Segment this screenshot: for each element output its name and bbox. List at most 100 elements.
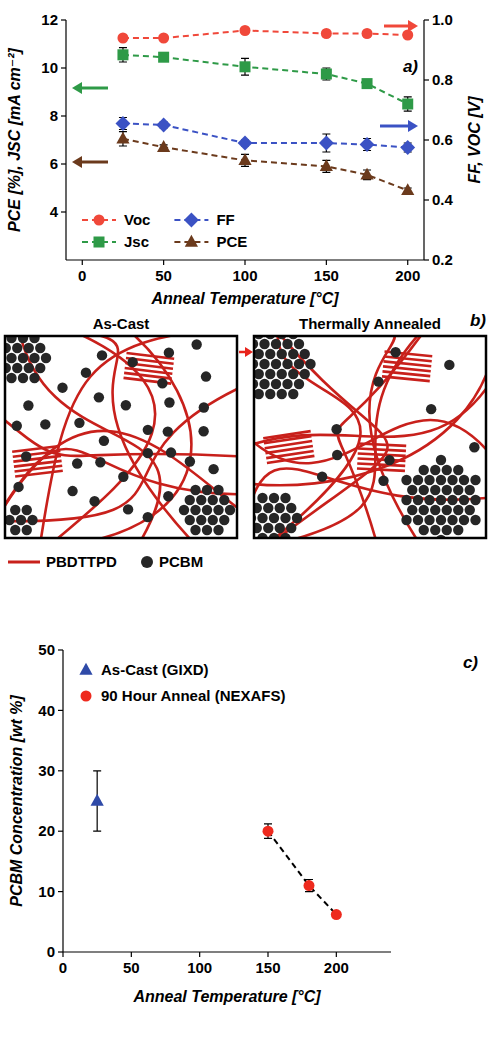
panel-frame [5, 336, 237, 538]
series-line [268, 831, 336, 914]
pcbm-dot [22, 505, 32, 515]
marker [184, 213, 199, 228]
pcbm-dot [208, 495, 218, 505]
arrow [239, 351, 246, 354]
polymer-stack [383, 366, 431, 371]
axis-arrow [380, 125, 410, 128]
polymer-chain [254, 374, 486, 447]
pcbm-dot [67, 486, 77, 496]
polymer-chain [265, 336, 388, 538]
y2-tick [424, 139, 429, 140]
pcbm-dot [179, 505, 189, 515]
polymer-stack [382, 376, 430, 381]
y-axis-title: PCE [%], JSC [mA cm⁻²] [6, 47, 23, 232]
polymer-stack [357, 463, 405, 465]
marker [263, 826, 274, 837]
pcbm-dot [18, 373, 28, 383]
pcbm-dot [378, 476, 388, 486]
pcbm-dot [166, 447, 176, 457]
axis-arrow [80, 87, 108, 90]
marker [240, 25, 251, 36]
pcbm-dot [442, 485, 452, 495]
pcbm-dot [254, 369, 264, 379]
pcbm-dot [143, 512, 153, 522]
marker [81, 691, 92, 702]
legend-label: PCE [216, 233, 247, 250]
polymer-stack [15, 471, 63, 477]
polymer-chain [5, 384, 237, 521]
pcbm-dot [436, 515, 446, 525]
x-tick-label: 200 [395, 267, 420, 284]
pcbm-dot [213, 505, 223, 515]
polymer-stack [357, 468, 405, 470]
polymer-chain [18, 336, 160, 538]
panel: 05010015020046810120.20.40.60.81.0Anneal… [6, 11, 483, 307]
y2-tick [424, 79, 429, 80]
x-tick-label: 0 [59, 959, 67, 976]
pcbm-dot [199, 402, 209, 412]
polymer-stack [358, 458, 406, 460]
y-tick [58, 710, 63, 711]
y-tick-label: 40 [38, 702, 55, 719]
y2-tick [424, 19, 429, 20]
pcbm-dot [257, 493, 267, 503]
morphology [254, 336, 486, 538]
pcbm-dot [5, 515, 15, 525]
marker [238, 136, 253, 151]
pcbm-dot [225, 505, 235, 515]
pcbm-dot [254, 389, 264, 399]
x-tick [244, 260, 245, 265]
panel-frame [254, 336, 486, 538]
y-axis [65, 20, 66, 260]
pcbm-dot [271, 379, 281, 389]
pcbm-dot [384, 455, 394, 465]
y-tick-label: 4 [50, 203, 59, 220]
pcbm-dot [191, 339, 201, 349]
pcbm-dot [442, 505, 452, 515]
pcbm-dot [271, 359, 281, 369]
pcbm-dot [407, 485, 417, 495]
marker [158, 33, 169, 44]
polymer-stack [267, 456, 314, 463]
pcbm-dot [12, 343, 22, 353]
polymer-chain [5, 431, 237, 523]
y-tick [58, 770, 63, 771]
pcbm-dot [271, 339, 281, 349]
polymer-stack [383, 361, 431, 366]
pcbm-dot [424, 475, 434, 485]
pcbm-dot [201, 371, 211, 381]
pcbm-dot [447, 515, 457, 525]
pcbm-dot [288, 369, 298, 379]
pcbm-dot [413, 495, 423, 505]
pcbm-dot [459, 515, 469, 525]
pcbm-dot [453, 465, 463, 475]
plot-marks [91, 771, 342, 920]
pcbm-dot [196, 515, 206, 525]
pcbm-dot [190, 525, 200, 535]
pcbm-dot [97, 350, 107, 360]
y-tick [61, 115, 66, 116]
pcbm-dot [401, 475, 411, 485]
pcbm-dot [317, 471, 327, 481]
x-tick [267, 952, 268, 957]
pcbm-dot [99, 436, 109, 446]
pcbm-dot [459, 495, 469, 505]
pcbm-dot [470, 515, 480, 525]
axis-arrow [384, 25, 410, 28]
pcbm-dot [185, 456, 195, 466]
panel: 05010015020001020304050Anneal Temperatur… [8, 641, 478, 1005]
marker [117, 33, 128, 44]
pcbm-dot [202, 505, 212, 515]
y-tick-label: 8 [50, 107, 58, 124]
pcbm-dot [430, 505, 440, 515]
pcbm-dot [6, 373, 16, 383]
x-tick [62, 952, 63, 957]
pcbm-dot [300, 349, 310, 359]
pcbm-dot [444, 360, 454, 370]
pcbm-dot [424, 495, 434, 505]
pcbm-dot [6, 353, 16, 363]
legend-line [8, 561, 40, 564]
marker [117, 49, 128, 60]
pcbm-dot [198, 426, 208, 436]
pcbm-dot [265, 349, 275, 359]
